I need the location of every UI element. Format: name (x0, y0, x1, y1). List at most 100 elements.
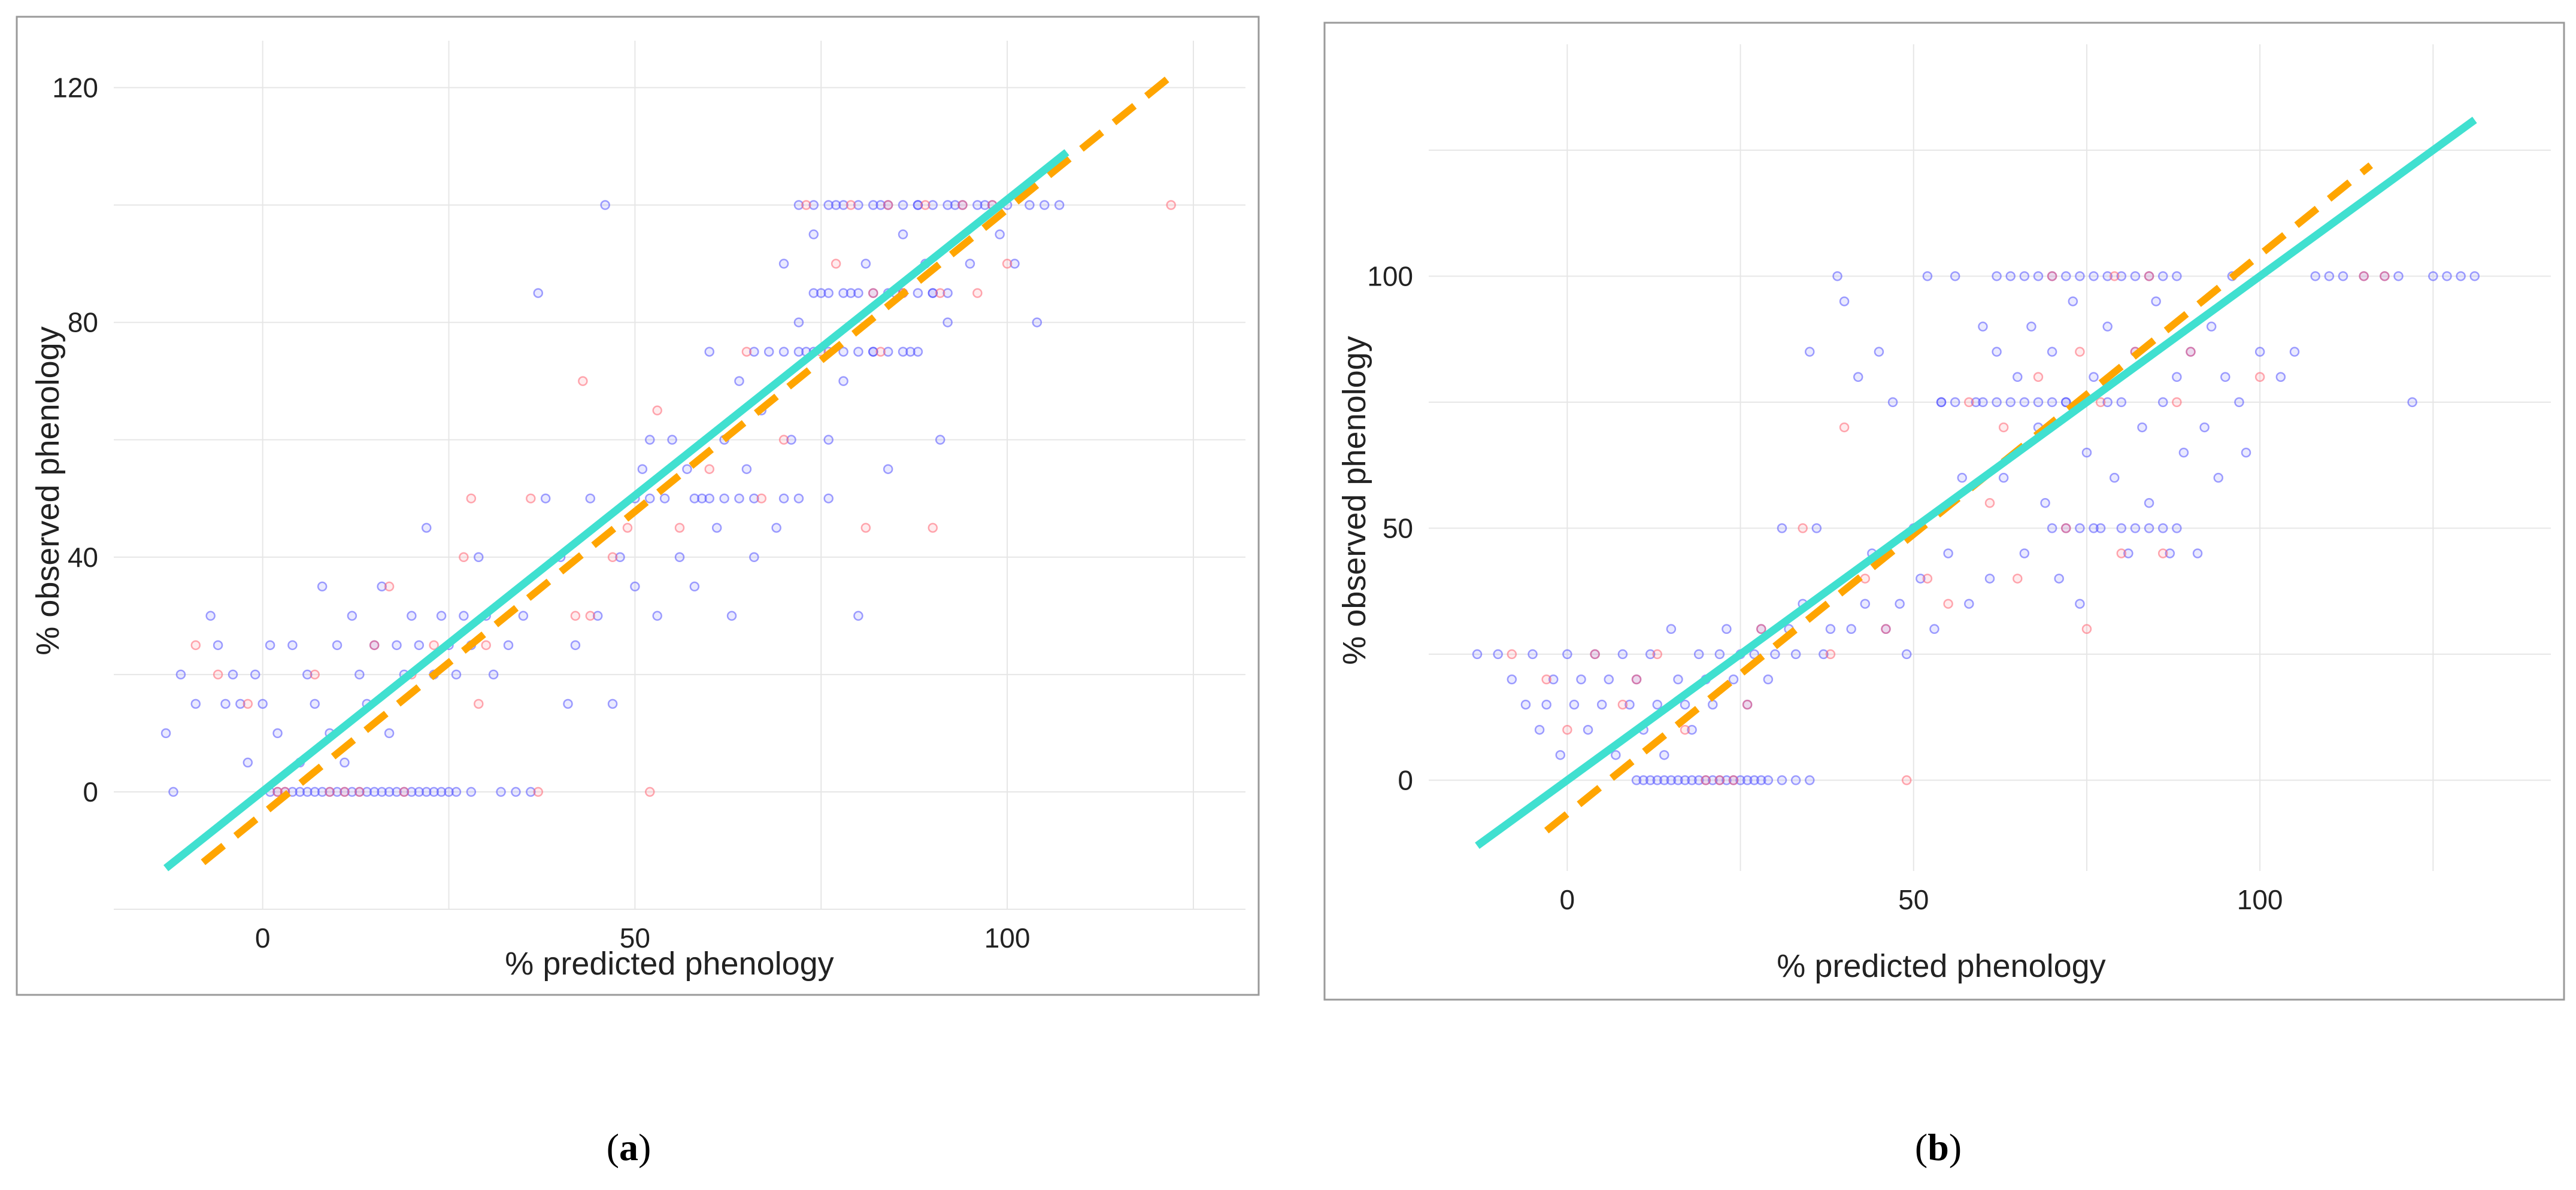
panel-b-point-blue (2172, 271, 2182, 281)
panel-b-point-red (1901, 775, 1912, 785)
panel-b-point-blue (1846, 624, 1856, 635)
panel-b-point-blue (1507, 674, 1517, 685)
panel-b-point-blue (1790, 649, 1801, 660)
panel-a-point-blue (935, 435, 945, 445)
panel-a-point-blue (942, 288, 953, 298)
panel-b-point-blue (2102, 397, 2113, 408)
panel-a-point-red (645, 787, 655, 797)
panel-b-point-red (2047, 271, 2057, 281)
panel-b-point-red (1922, 573, 1933, 584)
panel-b-caption-letter: b (1928, 1126, 1949, 1168)
panel-b-point-blue (1611, 750, 1621, 760)
panel-a-point-red (652, 405, 662, 415)
panel-a-point-blue (377, 787, 387, 797)
panel-b-point-red (1728, 775, 1739, 785)
panel-a-point-blue (719, 493, 729, 503)
panel-a-point-blue (808, 229, 819, 239)
panel-b-point-red (1680, 724, 1690, 735)
panel-a-point-red (801, 200, 811, 210)
panel-b-point-blue (1936, 397, 1947, 408)
panel-a-point-blue (823, 435, 834, 445)
panel-b-point-blue (1887, 397, 1898, 408)
panel-b-point-blue (1950, 397, 1960, 408)
panel-b-point-blue (1680, 775, 1690, 785)
panel-a-point-blue (414, 787, 425, 797)
panel-a-point-blue (451, 787, 462, 797)
panel-b-point-blue (1659, 775, 1669, 785)
panel-b-point-red (2116, 548, 2127, 558)
panel-a-point-blue (369, 787, 380, 797)
panel-a-point-red (325, 787, 335, 797)
panel-a-point-blue (332, 787, 343, 797)
panel-b-point-blue (2407, 397, 2417, 408)
panel-b-point-blue (1638, 775, 1648, 785)
panel-b-point-red (2095, 397, 2106, 408)
panel-b-point-blue (2393, 271, 2404, 281)
panel-b-point-blue (1804, 775, 1815, 785)
panel-a-point-blue (228, 669, 238, 680)
panel-b-point-blue (2137, 422, 2147, 433)
panel-a-point-red (741, 347, 752, 357)
panel-b-point-blue (2068, 296, 2078, 306)
panel-a-point-blue (287, 787, 298, 797)
panel-a-point-blue (496, 787, 506, 797)
panel-a-point-blue (317, 787, 328, 797)
panel-a-caption: (a) (607, 1126, 651, 1168)
panel-a-point-blue (771, 523, 781, 533)
panel-b-point-blue (2428, 271, 2438, 281)
panel-b-point-blue (2019, 397, 2030, 408)
panel-a-point-blue (347, 611, 357, 621)
panel-b-point-red (2081, 624, 2092, 635)
panel-a-point-blue (272, 728, 283, 739)
panel-b-point-red (1984, 498, 1995, 508)
panel-a-point-blue (741, 464, 752, 474)
panel-b-point-blue (2310, 271, 2320, 281)
panel-b-point-blue (2442, 271, 2452, 281)
panel-b-point-blue (1811, 523, 1822, 533)
panel-b-point-red (1507, 649, 1517, 660)
panel-b-point-blue (2289, 347, 2300, 357)
panel-a-point-blue (980, 200, 990, 210)
panel-a-point-red (272, 787, 283, 797)
panel-a-point-blue (823, 493, 834, 503)
panel-b-point-blue (1957, 472, 1967, 483)
panel-a-point-red (585, 611, 596, 621)
panel-a-point-blue (1010, 259, 1020, 269)
panel-a-point-blue (645, 435, 655, 445)
panel-b-point-red (2075, 347, 2085, 357)
panel-b-point-blue (1555, 750, 1566, 760)
panel-a-point-red (213, 669, 223, 680)
panel-a-point-blue (585, 493, 596, 503)
panel-a-gridlines (114, 41, 1245, 910)
panel-b-point-red (1562, 724, 1572, 735)
panel-a-point-red (868, 288, 878, 298)
panel-b-point-blue (1895, 599, 1905, 609)
panel-b-point-blue (2178, 447, 2189, 458)
panel-a-point-red (481, 640, 491, 651)
panel-a-point-blue (220, 699, 231, 709)
panel-b-point-blue (2047, 347, 2057, 357)
panel-a-point-red (935, 288, 945, 298)
panel-b-point-blue (1777, 523, 1787, 533)
panel-a-point-blue (853, 347, 863, 357)
panel-a-point-blue (354, 669, 365, 680)
panel-b-point-blue (2220, 372, 2230, 382)
panel-b-point-blue (1645, 649, 1656, 660)
panel-b-point-blue (2047, 397, 2057, 408)
panel-a-y-tick-label: 0 (83, 776, 98, 808)
panel-b-point-red (1964, 397, 1974, 408)
panel-b-lines (1475, 117, 2477, 849)
panel-b-point-blue (1714, 649, 1725, 660)
panel-b: 0 50 100 0 50 100 % predicted phenology % obs… (1323, 22, 2565, 1001)
panel-a-point-blue (213, 640, 223, 651)
panel-a-point-red (756, 493, 767, 503)
panel-a-point-blue (421, 523, 432, 533)
panel-b-point-blue (2144, 498, 2154, 508)
panel-a-point-blue (332, 640, 343, 651)
panel-b-point-blue (1971, 397, 1981, 408)
panel-a-point-blue (913, 347, 923, 357)
panel-b-point-red (1714, 775, 1725, 785)
panel-b-point-blue (1763, 775, 1774, 785)
panel-b-point-red (1839, 422, 1850, 433)
panel-a-point-blue (965, 259, 975, 269)
